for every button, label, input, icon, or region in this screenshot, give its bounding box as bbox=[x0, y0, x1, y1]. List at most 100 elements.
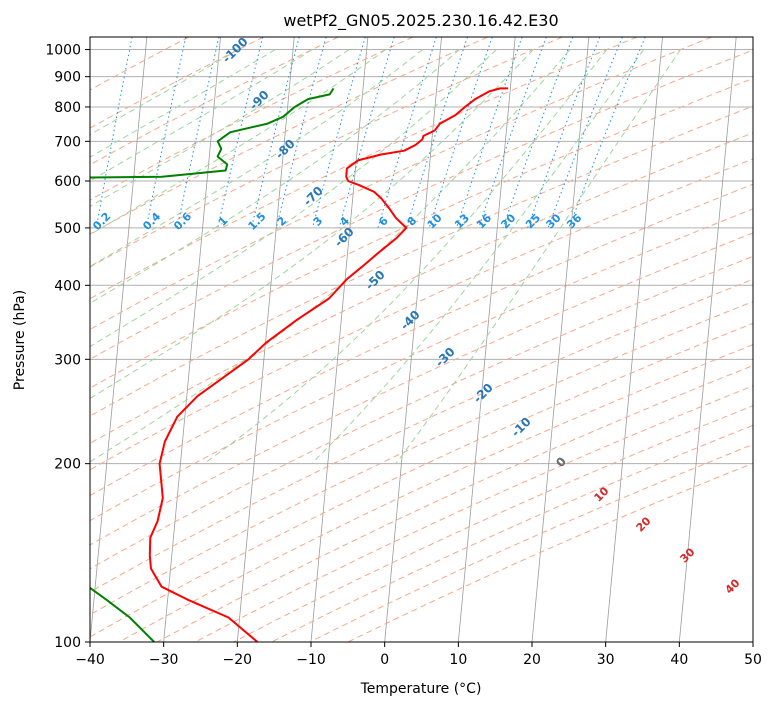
chart-title: wetPf2_GN05.2025.230.16.42.E30 bbox=[283, 11, 558, 31]
isotherm-label: -70 bbox=[301, 184, 326, 209]
dry-adiabat-line bbox=[156, 364, 753, 642]
mixing-ratio-label: 0.2 bbox=[90, 210, 113, 233]
dry-adiabat-line bbox=[90, 278, 753, 593]
dry-adiabat-line bbox=[90, 255, 753, 570]
x-tick-label: −10 bbox=[296, 652, 326, 668]
mixing-ratio-line bbox=[145, 37, 187, 228]
moist-adiabat-line bbox=[90, 49, 534, 400]
y-tick-label: 300 bbox=[54, 352, 81, 368]
y-tick-label: 400 bbox=[54, 278, 81, 294]
mixing-ratio-line bbox=[312, 37, 366, 229]
isotherm-label: -100 bbox=[220, 35, 251, 66]
mixing-ratio-line bbox=[251, 37, 300, 229]
dry-adiabat-line bbox=[90, 37, 414, 201]
profile-series-1 bbox=[90, 87, 335, 642]
dry-adiabat-line bbox=[90, 208, 753, 522]
isotherm-line bbox=[90, 37, 148, 642]
dry-adiabat-line bbox=[90, 37, 638, 300]
dry-adiabat-line bbox=[90, 37, 339, 166]
mixing-ratio-label: 0.6 bbox=[171, 210, 194, 233]
theta-e-label: 40 bbox=[723, 576, 743, 596]
isotherm-label: -40 bbox=[398, 308, 423, 333]
dry-adiabat-line bbox=[90, 232, 753, 546]
mixing-ratio-label: 0.4 bbox=[140, 210, 163, 233]
x-tick-label: −40 bbox=[75, 652, 105, 668]
inline-labels: -100-90-80-70-60-50-40-30-20-1000.2 0.4 0.… bbox=[90, 35, 742, 597]
isotherm-label: -10 bbox=[509, 415, 534, 440]
dry-adiabat-line bbox=[90, 37, 563, 268]
y-tick-label: 1000 bbox=[45, 43, 81, 59]
dry-adiabat-line bbox=[90, 158, 753, 471]
dry-adiabat-line bbox=[90, 37, 264, 129]
isotherm-label: -30 bbox=[433, 345, 458, 370]
profile-lines bbox=[90, 87, 509, 642]
isotherm-label: 0 bbox=[553, 454, 569, 470]
isotherm-line bbox=[678, 37, 737, 642]
isotherm-label: -90 bbox=[247, 88, 272, 113]
mixing-ratio-label: 25 bbox=[523, 211, 543, 231]
mixing-ratio-line bbox=[527, 37, 601, 229]
y-tick-label: 500 bbox=[54, 221, 81, 237]
mixing-ratio-line bbox=[338, 37, 395, 229]
isotherm-line bbox=[605, 37, 663, 642]
mixing-ratio-line bbox=[95, 37, 133, 228]
x-tick-label: −20 bbox=[223, 652, 253, 668]
y-tick-label: 100 bbox=[54, 635, 81, 651]
isotherm-label: -80 bbox=[273, 137, 298, 162]
dry-adiabat-line bbox=[90, 77, 753, 389]
dry-adiabat-line bbox=[90, 37, 712, 331]
moist-adiabat-line bbox=[395, 49, 681, 464]
mixing-ratio-label: 13 bbox=[452, 211, 472, 231]
dry-adiabat-line bbox=[90, 37, 488, 235]
mixing-ratio-line bbox=[176, 37, 220, 229]
x-axis-label: Temperature (°C) bbox=[360, 681, 482, 697]
dry-adiabat-line bbox=[347, 462, 753, 642]
mixing-ratio-line bbox=[547, 37, 623, 229]
background-lines bbox=[50, 37, 753, 642]
isotherm-line bbox=[457, 37, 516, 642]
dry-adiabat-line bbox=[90, 49, 753, 360]
y-axis-label: Pressure (hPa) bbox=[12, 290, 28, 390]
y-tick-label: 600 bbox=[54, 174, 81, 190]
y-tick-label: 800 bbox=[54, 100, 81, 116]
x-tick-label: 20 bbox=[523, 652, 541, 668]
mixing-ratio-line bbox=[50, 37, 82, 228]
mixing-ratio-label: 3 bbox=[311, 214, 326, 229]
x-tick-label: 40 bbox=[670, 652, 688, 668]
moist-adiabat-line bbox=[90, 49, 571, 463]
x-tick-label: 10 bbox=[449, 652, 467, 668]
moist-adiabat-line bbox=[90, 49, 350, 207]
x-tick-label: 50 bbox=[744, 652, 762, 668]
theta-e-label: 10 bbox=[592, 484, 612, 504]
theta-e-label: 30 bbox=[678, 545, 698, 565]
mixing-ratio-label: 1.5 bbox=[246, 210, 269, 233]
mixing-ratio-line bbox=[377, 37, 437, 229]
x-tick-label: 0 bbox=[380, 652, 389, 668]
mixing-ratio-line bbox=[502, 37, 574, 229]
mixing-ratio-line bbox=[406, 37, 468, 229]
profile-series-0 bbox=[148, 87, 509, 642]
x-tick-label: 30 bbox=[597, 652, 615, 668]
moist-adiabat-line bbox=[90, 49, 424, 268]
dry-adiabat-line bbox=[90, 301, 753, 616]
isotherm-line bbox=[236, 37, 295, 642]
isotherm-line bbox=[531, 37, 590, 642]
isotherm-line bbox=[384, 37, 442, 642]
moist-adiabat-line bbox=[90, 49, 313, 182]
dry-adiabat-line bbox=[90, 105, 753, 417]
y-tick-label: 700 bbox=[54, 134, 81, 150]
moist-adiabat-line bbox=[90, 49, 387, 236]
isotherm-label: -50 bbox=[363, 268, 388, 293]
y-tick-label: 200 bbox=[54, 457, 81, 473]
isotherm-line bbox=[752, 637, 753, 642]
y-tick-label: 900 bbox=[54, 70, 81, 86]
isotherm-line bbox=[163, 37, 221, 642]
moist-adiabat-line bbox=[90, 49, 239, 136]
dry-adiabat-line bbox=[90, 132, 753, 444]
x-tick-label: −30 bbox=[149, 652, 179, 668]
moist-adiabat-line bbox=[90, 49, 276, 158]
moist-adiabat-line bbox=[203, 49, 608, 465]
dry-adiabat-line bbox=[118, 344, 753, 642]
theta-e-label: 20 bbox=[634, 514, 654, 534]
